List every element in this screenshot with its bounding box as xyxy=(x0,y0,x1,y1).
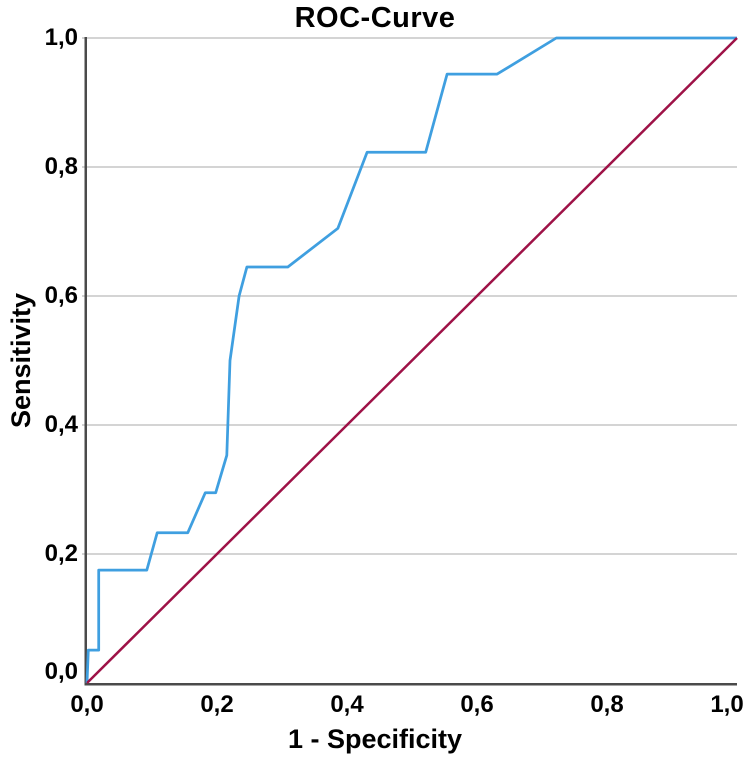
chart-title: ROC-Curve xyxy=(294,2,456,34)
y-axis-title-text: Sensitivity xyxy=(6,292,37,429)
y-tick-label: 0,8 xyxy=(44,153,78,180)
x-tick-label: 0,2 xyxy=(200,691,234,718)
reference-line xyxy=(86,37,738,684)
y-tick-label: 0,0 xyxy=(44,658,78,685)
y-tick-label: 0,6 xyxy=(44,282,78,309)
x-tick-label: 1,0 xyxy=(710,691,744,718)
plot-area xyxy=(82,36,738,686)
y-tick-label: 0,4 xyxy=(44,411,78,438)
y-axis-title: Sensitivity xyxy=(0,38,44,683)
x-axis-title: 1 - Specificity xyxy=(287,724,463,754)
x-tick-label: 0,6 xyxy=(460,691,494,718)
roc-curve-line xyxy=(85,36,737,684)
x-tick-label: 0,0 xyxy=(70,691,104,718)
y-tick-label: 0,2 xyxy=(44,540,78,567)
y-tick-label: 1,0 xyxy=(44,24,78,51)
x-tick-label: 0,8 xyxy=(590,691,624,718)
x-tick-label: 0,4 xyxy=(330,691,364,718)
